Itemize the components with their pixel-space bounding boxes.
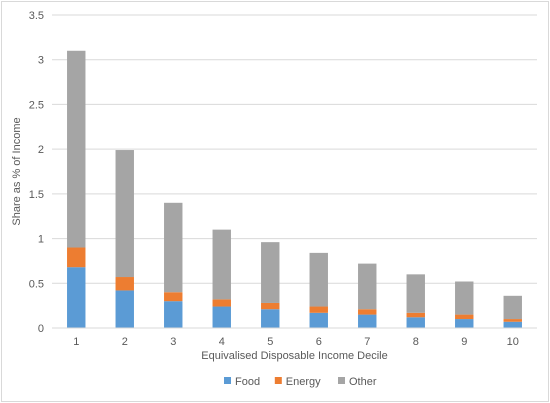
bar-food-10 bbox=[503, 321, 522, 328]
x-tick-label: 9 bbox=[461, 336, 467, 348]
legend-item-other: Other bbox=[338, 376, 377, 388]
y-tick-label: 3 bbox=[38, 55, 44, 67]
y-axis-label: Share as % of Income bbox=[11, 117, 23, 225]
bar-food-6 bbox=[309, 312, 328, 328]
bar-other-2 bbox=[115, 150, 134, 278]
bars bbox=[67, 50, 522, 328]
bar-food-2 bbox=[115, 290, 134, 328]
x-tick-label: 4 bbox=[219, 336, 225, 348]
x-tick-label: 2 bbox=[122, 336, 128, 348]
bar-energy-3 bbox=[164, 292, 183, 302]
y-tick-label: 2 bbox=[38, 144, 44, 156]
legend-label: Energy bbox=[286, 376, 321, 388]
x-axis-ticks: 1 2 3 4 5 6 7 8 9 10 bbox=[73, 336, 519, 348]
bar-food-3 bbox=[164, 301, 183, 328]
x-tick-label: 6 bbox=[316, 336, 322, 348]
x-axis-label: Equivalised Disposable Income Decile bbox=[201, 350, 387, 362]
bar-other-5 bbox=[261, 242, 280, 303]
x-tick-label: 8 bbox=[413, 336, 419, 348]
x-tick-label: 7 bbox=[364, 336, 370, 348]
y-tick-label: 3.5 bbox=[29, 10, 44, 22]
bar-other-3 bbox=[164, 202, 183, 293]
bar-energy-2 bbox=[115, 277, 134, 291]
bar-other-4 bbox=[212, 229, 231, 300]
legend-swatch bbox=[338, 377, 345, 384]
x-tick-label: 1 bbox=[73, 336, 79, 348]
bar-other-9 bbox=[455, 281, 474, 315]
bar-food-1 bbox=[67, 267, 86, 328]
bar-energy-9 bbox=[455, 314, 474, 320]
bar-food-4 bbox=[212, 306, 231, 328]
bar-food-9 bbox=[455, 319, 474, 328]
legend-item-energy: Energy bbox=[274, 376, 321, 388]
y-tick-label: 0 bbox=[38, 323, 44, 335]
y-tick-label: 1.5 bbox=[29, 189, 44, 201]
x-tick-label: 3 bbox=[170, 336, 176, 348]
bar-other-8 bbox=[406, 274, 425, 313]
bar-other-10 bbox=[503, 295, 522, 320]
bar-energy-6 bbox=[309, 306, 328, 313]
bar-other-6 bbox=[309, 252, 328, 307]
x-tick-label: 5 bbox=[267, 336, 273, 348]
bar-energy-7 bbox=[358, 309, 377, 315]
bar-food-7 bbox=[358, 314, 377, 328]
bar-food-5 bbox=[261, 309, 280, 328]
x-tick-label: 10 bbox=[507, 336, 519, 348]
bar-food-8 bbox=[406, 317, 425, 328]
y-axis-ticks: 0 0.5 1 1.5 2 2.5 3 3.5 bbox=[29, 10, 44, 335]
legend: Food Energy Other bbox=[224, 376, 377, 388]
legend-label: Other bbox=[349, 376, 377, 388]
bar-other-7 bbox=[358, 263, 377, 310]
bar-other-1 bbox=[67, 50, 86, 248]
y-tick-label: 1 bbox=[38, 234, 44, 246]
bar-energy-5 bbox=[261, 302, 280, 310]
legend-swatch bbox=[224, 377, 231, 384]
y-tick-label: 0.5 bbox=[29, 278, 44, 290]
legend-swatch bbox=[274, 377, 282, 384]
bar-energy-1 bbox=[67, 247, 86, 268]
legend-label: Food bbox=[235, 376, 260, 388]
bar-energy-8 bbox=[406, 312, 425, 318]
y-tick-label: 2.5 bbox=[29, 99, 44, 111]
bar-energy-10 bbox=[503, 319, 522, 322]
legend-item-food: Food bbox=[224, 376, 260, 388]
bar-energy-4 bbox=[212, 299, 231, 307]
